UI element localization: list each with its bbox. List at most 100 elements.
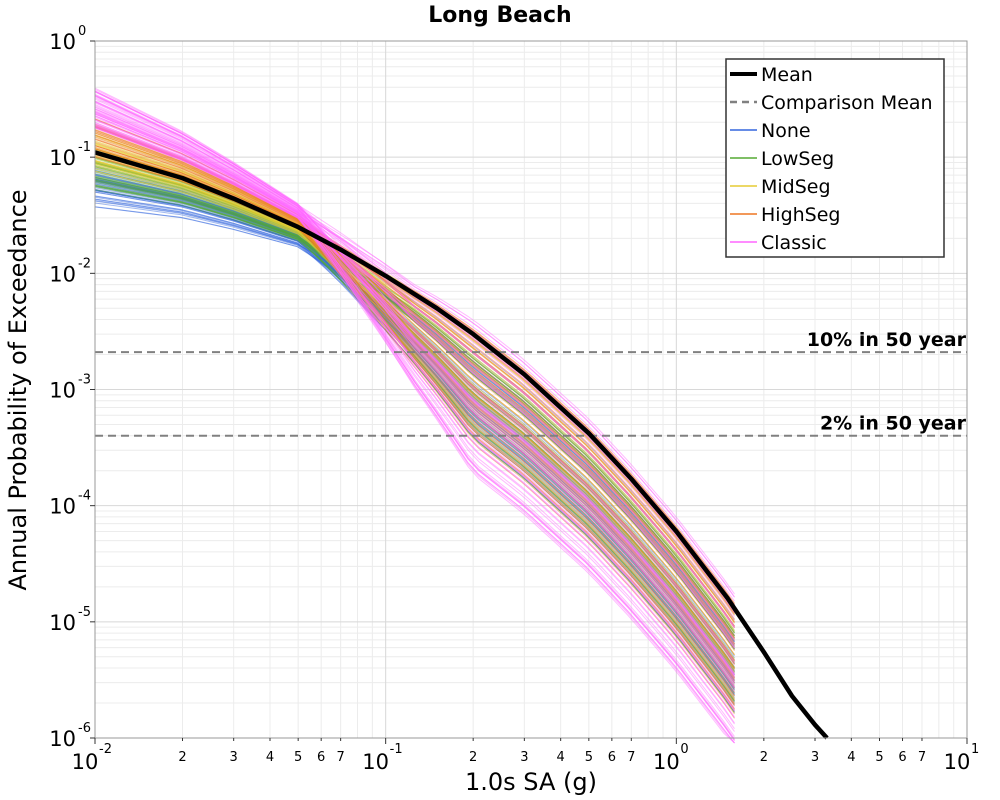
x-minor-tick-label: 3 — [811, 750, 819, 765]
reference-label: 10% in 50 year — [807, 329, 967, 351]
curve-classic — [94, 94, 735, 664]
curve-lowseg — [94, 158, 735, 648]
curve-highseg — [94, 127, 735, 693]
curve-none — [94, 206, 735, 662]
curve-classic — [94, 118, 735, 629]
curve-highseg — [94, 125, 735, 669]
reference-lines: 10% in 50 year 2% in 50 year — [95, 329, 967, 437]
curve-classic — [94, 115, 735, 692]
curve-classic — [94, 111, 735, 621]
curve-classic — [94, 100, 735, 687]
reference-label: 2% in 50 year — [820, 413, 967, 435]
x-minor-tick-label: 4 — [557, 750, 565, 765]
curve-none — [94, 206, 735, 669]
curve-highseg — [94, 138, 735, 646]
y-tick-label: 10 — [49, 379, 76, 403]
curve-classic — [94, 102, 735, 595]
curve-highseg — [94, 136, 735, 661]
curve-highseg — [94, 156, 735, 604]
curve-classic — [94, 115, 735, 740]
x-minor-tick-label: 7 — [627, 750, 635, 765]
curve-none — [94, 180, 735, 690]
curve-none — [94, 190, 735, 637]
x-minor-tick-label: 6 — [898, 750, 906, 765]
curve-lowseg — [94, 162, 735, 634]
legend-label: None — [761, 120, 811, 142]
curve-none — [94, 187, 735, 636]
chart-title: Long Beach — [428, 3, 571, 28]
curve-none — [94, 188, 735, 672]
curve-classic — [94, 111, 735, 614]
curve-classic — [94, 88, 735, 675]
curve-highseg — [94, 138, 735, 640]
curve-none — [94, 177, 735, 684]
curve-lowseg — [94, 161, 735, 681]
curve-none — [94, 190, 735, 679]
curve-classic — [94, 108, 735, 649]
y-tick-exponent: -5 — [78, 605, 91, 620]
curve-highseg — [94, 118, 735, 644]
x-minor-tick-label: 5 — [585, 750, 593, 765]
curve-midseg — [94, 159, 735, 623]
curve-none — [94, 169, 735, 643]
legend-label: HighSeg — [761, 204, 840, 226]
curve-highseg — [94, 126, 735, 678]
curve-classic — [94, 125, 735, 718]
curve-lowseg — [94, 156, 735, 650]
curve-none — [94, 174, 735, 675]
curve-classic — [94, 110, 735, 685]
curve-highseg — [94, 156, 735, 701]
curve-midseg — [94, 148, 735, 679]
curve-lowseg — [94, 179, 735, 683]
legend-label: Comparison Mean — [761, 92, 933, 114]
curve-midseg — [94, 143, 735, 604]
curve-classic — [94, 95, 735, 724]
x-minor-tick-label: 3 — [230, 750, 238, 765]
curve-none — [94, 183, 735, 706]
curve-highseg — [94, 145, 735, 706]
x-tick-label: 10 — [72, 750, 99, 774]
curve-classic — [94, 91, 735, 741]
curve-none — [94, 174, 735, 698]
curve-midseg — [94, 140, 735, 710]
curve-lowseg — [94, 175, 735, 713]
curve-none — [94, 178, 735, 681]
curve-none — [94, 196, 735, 703]
curve-highseg — [94, 135, 735, 706]
curve-classic — [94, 94, 735, 648]
curve-classic — [94, 122, 735, 666]
curve-lowseg — [94, 184, 735, 631]
curve-none — [94, 180, 735, 681]
curve-highseg — [94, 146, 735, 689]
curve-midseg — [94, 160, 735, 623]
curve-lowseg — [94, 162, 735, 668]
curve-lowseg — [94, 181, 735, 661]
curve-none — [94, 178, 735, 646]
curve-classic — [94, 112, 735, 719]
curve-lowseg — [94, 177, 735, 634]
curve-highseg — [94, 145, 735, 620]
y-tick-label: 10 — [49, 146, 76, 170]
legend-label: Classic — [761, 232, 827, 254]
curve-lowseg — [94, 171, 735, 639]
x-axis-label: 1.0s SA (g) — [465, 768, 597, 796]
curve-lowseg — [94, 160, 735, 637]
legend-box — [725, 58, 945, 258]
curve-none — [94, 173, 735, 700]
curve-classic — [94, 116, 735, 712]
curve-lowseg — [94, 157, 735, 684]
curve-none — [94, 170, 735, 664]
curve-midseg — [94, 171, 735, 641]
curve-classic — [94, 127, 735, 617]
curve-lowseg — [94, 175, 735, 679]
curve-none — [94, 198, 735, 650]
curve-classic — [94, 125, 735, 640]
curve-lowseg — [94, 163, 735, 650]
x-minor-tick-label: 7 — [918, 750, 926, 765]
curve-lowseg — [94, 176, 735, 650]
curve-midseg — [94, 165, 735, 615]
x-tick-exponent: 1 — [971, 742, 979, 757]
curve-highseg — [94, 132, 735, 614]
curve-lowseg — [94, 185, 735, 702]
curve-classic — [94, 124, 735, 725]
